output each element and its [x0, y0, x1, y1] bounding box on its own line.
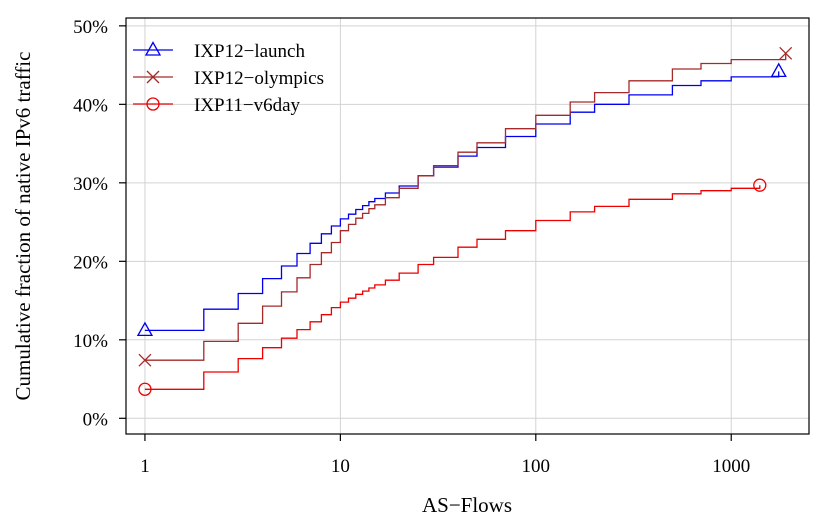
- ixp12-olympics-marker: [779, 46, 793, 60]
- marker-stroke: [779, 46, 793, 60]
- marker-stroke: [138, 353, 152, 367]
- legend-item: IXP12−launch: [133, 41, 305, 62]
- ixp12-launch-marker: [770, 62, 787, 78]
- ixp11-v6day-marker: [753, 178, 767, 192]
- x-axis-title: AS−Flows: [422, 493, 512, 517]
- ixp12-launch-marker: [136, 321, 154, 337]
- ixp11-v6day-marker: [138, 382, 152, 396]
- legend-item: IXP11−v6day: [133, 95, 301, 116]
- legend-marker-ixp11-v6day: [146, 97, 160, 111]
- legend-label: IXP12−launch: [194, 41, 305, 62]
- y-axis-title: Cumulative fraction of native IPv6 traff…: [11, 52, 35, 401]
- legend-item: IXP12−olympics: [133, 68, 324, 89]
- ixp11-v6day-line: [144, 185, 761, 390]
- y-tick-label: 0%: [83, 409, 109, 430]
- x-tick-label: 1: [140, 456, 150, 477]
- legend-label: IXP12−olympics: [194, 68, 324, 89]
- legend-marker-ixp12-launch: [144, 41, 162, 56]
- axis-ticks: 1 10 100 1000 0% 10% 20% 30% 40% 50%: [73, 17, 750, 477]
- grid: [126, 18, 809, 434]
- ixp12-olympics-marker: [138, 353, 152, 367]
- marker-stroke: [146, 70, 160, 84]
- x-tick-label: 10: [331, 456, 350, 477]
- y-tick-label: 30%: [73, 174, 108, 195]
- y-tick-label: 10%: [73, 331, 108, 352]
- y-tick-label: 50%: [73, 17, 108, 38]
- y-tick-label: 40%: [73, 95, 108, 116]
- legend-marker-ixp12-olympics: [146, 70, 160, 84]
- y-tick-label: 20%: [73, 252, 108, 273]
- plot-frame: [125, 17, 810, 435]
- x-tick-label: 1000: [712, 456, 750, 477]
- x-tick-label: 100: [522, 456, 551, 477]
- series-lines: [136, 46, 793, 396]
- ixp12-olympics-line: [144, 53, 787, 361]
- legend-label: IXP11−v6day: [194, 95, 301, 116]
- legend: IXP12−launch IXP12−olympics IXP11−v6day: [133, 41, 324, 116]
